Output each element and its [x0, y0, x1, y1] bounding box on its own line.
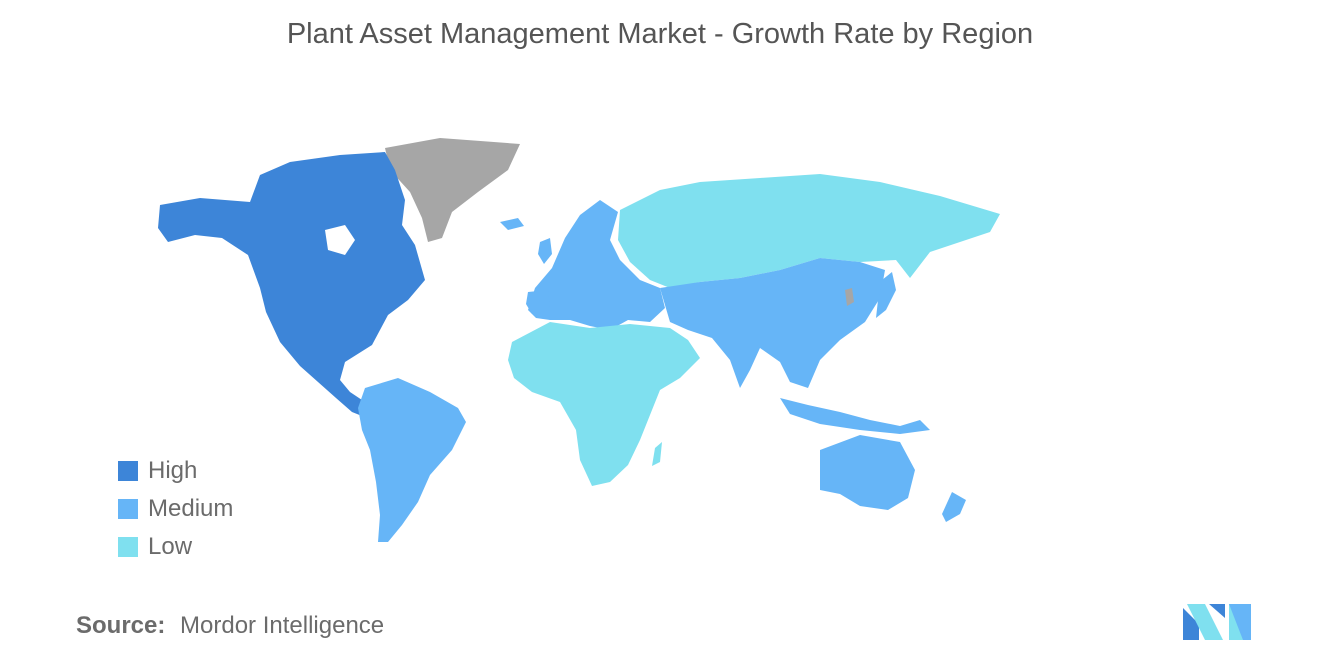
region-europe [528, 200, 665, 330]
source-label: Source: [76, 612, 166, 639]
region-asia-pacific [660, 258, 885, 388]
legend-swatch-low [118, 537, 138, 557]
region-north-america [158, 152, 425, 420]
source-note: Source: Mordor Intelligence [76, 612, 384, 640]
region-middle-east-africa [508, 322, 700, 486]
region-south-america [358, 378, 466, 542]
legend-swatch-high [118, 461, 138, 481]
chart-title: Plant Asset Management Market - Growth R… [286, 18, 1034, 50]
region-greenland [385, 138, 520, 242]
legend-item-high: High [118, 452, 233, 490]
legend-label-high: High [148, 457, 198, 484]
legend-label-low: Low [148, 533, 193, 560]
source-text: Mordor Intelligence [180, 612, 385, 639]
mordor-intelligence-logo-icon [1183, 604, 1251, 640]
region-australia [820, 435, 915, 510]
legend-swatch-medium [118, 499, 138, 519]
legend-item-low: Low [118, 528, 233, 566]
legend-item-medium: Medium [118, 490, 233, 528]
legend: High Medium Low [118, 452, 233, 566]
legend-label-medium: Medium [148, 495, 234, 522]
world-map [158, 138, 1000, 542]
region-russia [618, 174, 1000, 288]
